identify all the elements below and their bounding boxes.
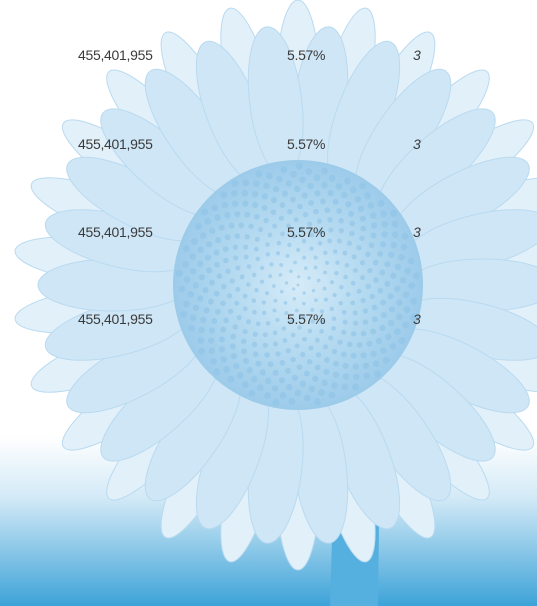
amount: 455,401,955 xyxy=(78,224,153,240)
count: 3 xyxy=(413,224,421,240)
page: {"table": {"rows": [ ["455,401,955", "5.… xyxy=(0,0,537,606)
count: 3 xyxy=(413,311,421,327)
amount: 455,401,955 xyxy=(78,311,153,327)
percent: 5.57% xyxy=(287,47,325,63)
percent: 5.57% xyxy=(287,224,325,240)
amount: 455,401,955 xyxy=(78,47,153,63)
count: 3 xyxy=(413,136,421,152)
page-body: 455,401,955 5.57% 3 455,401,955 5.57% 3 455,40… xyxy=(0,0,537,606)
percent: 5.57% xyxy=(287,311,325,327)
table: 455,401,955 5.57% 3 455,401,955 5.57% 3 455,40… xyxy=(0,0,537,606)
amount: 455,401,955 xyxy=(78,136,153,152)
count: 3 xyxy=(413,47,421,63)
percent: 5.57% xyxy=(287,136,325,152)
